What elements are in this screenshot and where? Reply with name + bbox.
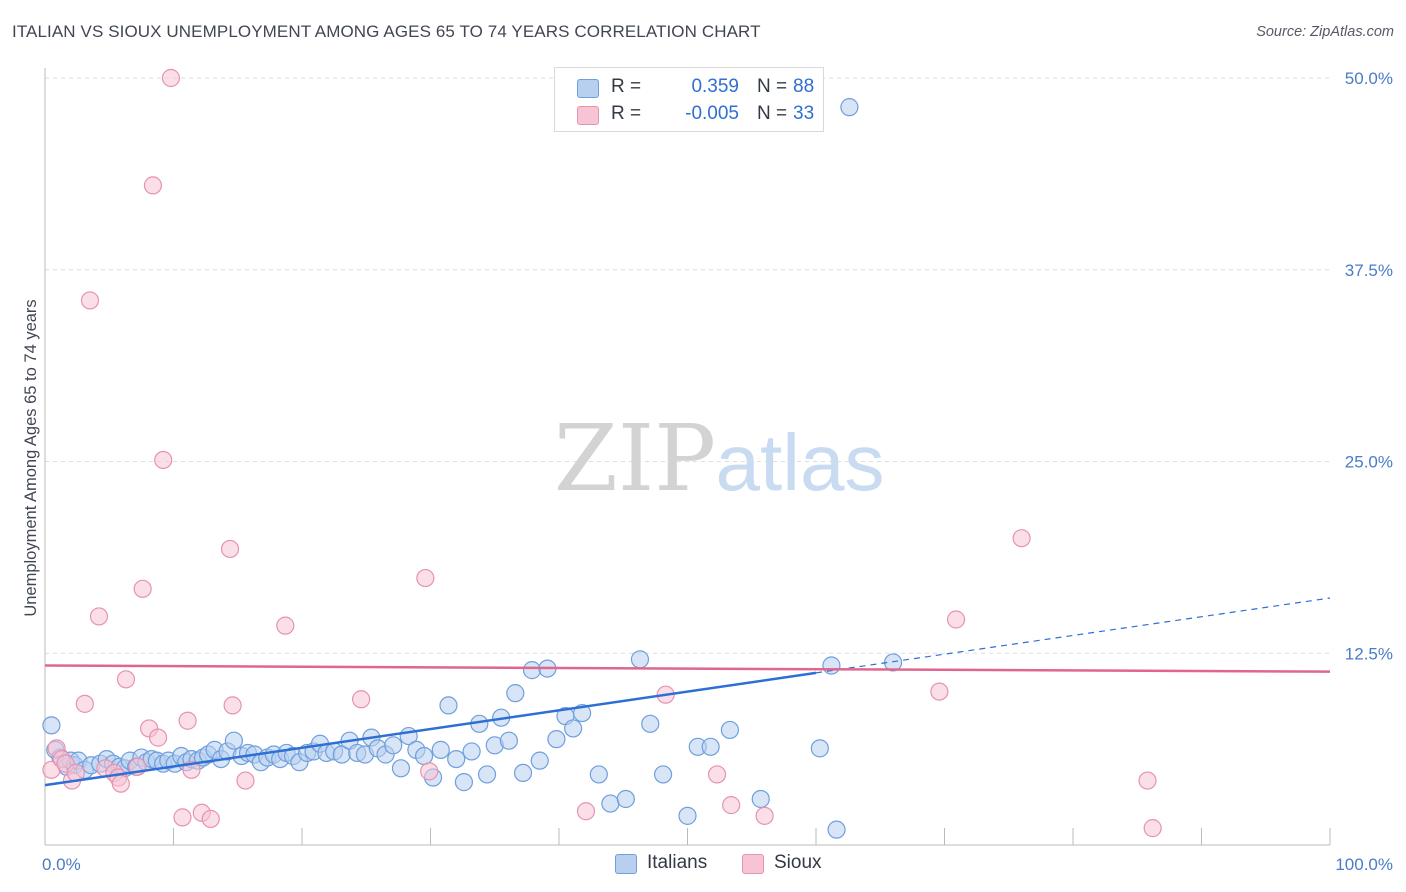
sioux-point — [276, 616, 295, 635]
trend-lines — [44, 597, 1331, 787]
sioux-point — [946, 610, 966, 629]
italians-point — [477, 765, 497, 784]
grid-lines — [45, 77, 1330, 654]
sioux-legend-label: Sioux — [774, 852, 822, 873]
sioux-point — [722, 796, 741, 815]
watermark-atlas: atlas — [716, 418, 885, 507]
italians-point — [224, 731, 243, 750]
italians-legend-swatch — [615, 854, 637, 874]
sioux-point — [930, 682, 949, 701]
y-tick-label: 25.0% — [1345, 453, 1393, 472]
r-value: 0.359 — [691, 76, 739, 97]
italians-point — [454, 773, 474, 792]
italians-point — [678, 806, 697, 825]
italians-point — [414, 746, 434, 766]
chart-title: ITALIAN VS SIOUX UNEMPLOYMENT AMONG AGES… — [12, 22, 761, 41]
x-tick-label: 100.0% — [1335, 855, 1393, 874]
n-label: N = — [757, 76, 788, 97]
axes — [44, 68, 1331, 846]
sioux-point — [116, 670, 136, 689]
sioux-point — [1012, 529, 1031, 548]
italians-point — [42, 716, 61, 735]
sioux-point — [143, 176, 163, 195]
chart-source: Source: ZipAtlas.com — [1256, 24, 1394, 40]
sioux-point — [75, 694, 94, 713]
italians-point — [506, 684, 525, 703]
italians-point — [547, 730, 566, 749]
sioux-point — [1138, 771, 1157, 790]
italians-point — [499, 731, 518, 750]
italians-point — [630, 650, 650, 669]
italians-point — [822, 656, 841, 675]
sioux-swatch — [577, 106, 599, 125]
italians-point — [391, 759, 411, 778]
italians-point — [530, 751, 549, 770]
sioux-point — [201, 809, 220, 829]
x-tick-label: 0.0% — [42, 855, 81, 874]
italians-point — [701, 737, 720, 756]
sioux-point — [154, 450, 173, 470]
sioux-point — [1143, 819, 1162, 838]
sioux-point — [148, 728, 168, 747]
italians-point — [564, 719, 583, 738]
italians-point — [462, 742, 481, 761]
correlation-legend: R = 0.359 N = 88 R = -0.005 N = 33 — [554, 67, 824, 132]
sioux-point — [416, 568, 435, 588]
sioux-point — [236, 771, 255, 790]
y-tick-label: 50.0% — [1345, 69, 1393, 88]
italians-point — [810, 739, 829, 758]
sioux-point — [755, 806, 774, 825]
sioux-trend-line — [44, 664, 1331, 673]
italians-point — [641, 714, 660, 733]
sioux-points — [42, 68, 1162, 838]
sioux-point — [161, 68, 181, 88]
italians-trend-line — [44, 671, 817, 787]
sioux-point — [111, 774, 130, 793]
italians-point — [616, 789, 635, 809]
n-label: N = — [757, 103, 788, 124]
italians-point — [840, 98, 859, 117]
n-value: 33 — [793, 103, 815, 124]
italians-point — [522, 661, 542, 680]
r-label: R = — [611, 76, 642, 97]
italians-swatch — [577, 79, 599, 98]
sioux-point — [89, 607, 109, 626]
sioux-point — [352, 690, 371, 709]
sioux-point — [80, 291, 100, 310]
italians-point — [513, 763, 533, 783]
y-tick-label: 37.5% — [1345, 261, 1393, 280]
sioux-legend-swatch — [742, 854, 764, 874]
italians-point — [653, 765, 673, 784]
sioux-point — [220, 539, 240, 559]
italians-point — [601, 794, 620, 813]
italians-point — [439, 696, 458, 715]
tick-labels: 12.5% 25.0% 37.5% 50.0% 0.0% 100.0% — [42, 69, 1393, 874]
sioux-point — [576, 802, 596, 821]
italians-point — [751, 789, 770, 809]
r-value: -0.005 — [685, 103, 739, 124]
italians-point — [384, 736, 403, 755]
watermark-zip: ZIP — [554, 405, 716, 512]
sioux-point — [178, 711, 197, 730]
italians-point — [447, 749, 466, 769]
sioux-point — [133, 579, 152, 598]
italians-legend-label: Italians — [647, 852, 708, 873]
italians-point — [431, 740, 450, 759]
sioux-point — [707, 765, 727, 784]
italians-point — [720, 720, 740, 740]
y-tick-label: 12.5% — [1345, 644, 1393, 663]
n-value: 88 — [793, 76, 815, 97]
italians-trend-extension — [815, 597, 1331, 674]
sioux-point — [420, 762, 439, 781]
sioux-point — [173, 808, 192, 827]
watermark: ZIP atlas — [554, 405, 885, 512]
italians-point — [827, 820, 846, 839]
r-label: R = — [611, 103, 642, 124]
y-axis-label: Unemployment Among Ages 65 to 74 years — [22, 299, 40, 616]
italians-point — [589, 765, 608, 784]
sioux-point — [223, 696, 242, 715]
